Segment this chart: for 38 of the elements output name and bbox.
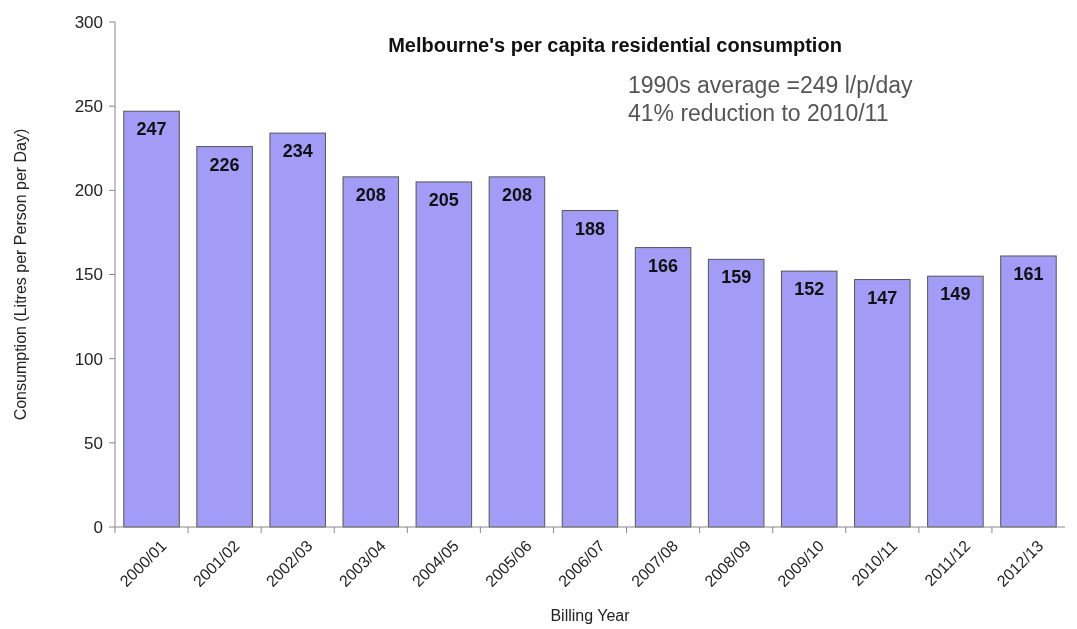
bar: [1000, 255, 1057, 528]
bar: [488, 176, 546, 528]
x-axis-title: Billing Year: [550, 607, 631, 624]
data-label: 166: [648, 255, 679, 276]
y-tick-label: 100: [74, 349, 103, 369]
bar: [634, 247, 692, 528]
y-tick-label: 300: [74, 12, 103, 32]
bar: [561, 210, 619, 528]
data-label: 161: [1013, 263, 1044, 284]
data-label: 234: [282, 141, 313, 162]
data-label: 188: [574, 218, 606, 239]
y-tick-label: 200: [74, 181, 103, 201]
bar: [342, 176, 400, 528]
y-axis-title: Consumption (Litres per Person per Day): [12, 128, 29, 421]
y-tick-label: 250: [74, 97, 103, 117]
annotation: 41% reduction to 2010/11: [628, 100, 889, 126]
text: Melbourne's per capita residential consumption: [388, 34, 842, 56]
data-label: 149: [940, 284, 971, 305]
data-label: 152: [794, 279, 825, 300]
data-label: 208: [355, 184, 386, 205]
data-label: 247: [136, 119, 167, 140]
data-label: 226: [209, 154, 240, 175]
data-label: 208: [501, 184, 532, 205]
bar: [854, 279, 911, 528]
bar: [707, 258, 765, 528]
annotation: 1990s average =249 l/p/day: [628, 72, 914, 98]
bar: [780, 270, 838, 528]
y-tick-label: 50: [84, 433, 103, 453]
y-tick-label: 150: [74, 265, 103, 285]
data-label: 205: [428, 189, 459, 210]
bar: [269, 132, 326, 528]
bar: [927, 275, 984, 528]
bar: [196, 146, 253, 528]
y-tick-label: 0: [93, 517, 103, 537]
data-label: 147: [867, 287, 898, 308]
bar: [123, 110, 180, 528]
bar: [415, 181, 473, 528]
data-label: 159: [721, 267, 752, 288]
